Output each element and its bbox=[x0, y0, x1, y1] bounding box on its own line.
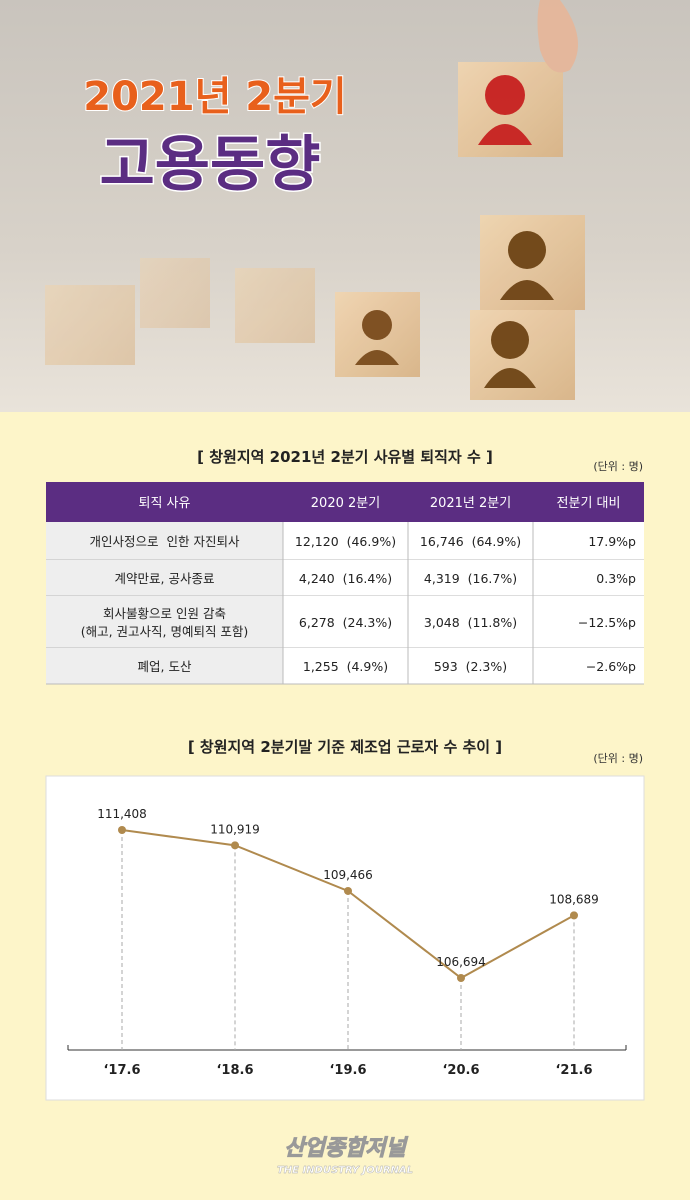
point bbox=[344, 886, 352, 895]
x-tick-label: ‘18.6 bbox=[216, 1063, 253, 1078]
table-cell: 1,255 (4.9%) bbox=[303, 659, 388, 674]
point bbox=[457, 974, 465, 982]
logo: 산업종합저널 bbox=[284, 1136, 408, 1161]
row-bg bbox=[283, 522, 644, 560]
table-cell: 회사불황으로 인원 감축 (해고, 권고사직, 명예퇴직 포함) bbox=[81, 606, 249, 639]
header-row bbox=[46, 482, 644, 522]
row-label-bg bbox=[46, 522, 283, 560]
column-header: 2021년 2분기 bbox=[430, 496, 511, 511]
subtitle: 2021년 2분기 bbox=[83, 74, 347, 120]
point bbox=[570, 911, 578, 920]
table-cell: 개인사정으로 인한 자진퇴사 bbox=[90, 534, 240, 549]
table-cell: 17.9%p bbox=[588, 534, 636, 549]
x-tick-label: ‘19.6 bbox=[329, 1063, 366, 1078]
point bbox=[231, 841, 239, 850]
row-label-bg bbox=[46, 560, 283, 596]
row-bg bbox=[283, 648, 644, 684]
chart: 111,408 ‘17.6 110,919 ‘18.6 109,466 ‘19.6 106,… bbox=[67, 807, 627, 1078]
title: 고용동향 bbox=[100, 130, 321, 200]
column-header: 퇴직 사유 bbox=[139, 496, 191, 511]
value-label: 111,408 bbox=[97, 807, 147, 821]
chart-title: [ 창원지역 2분기말 기준 제조업 근로자 수 추이 ] bbox=[188, 738, 502, 756]
column-header: 2020 2분기 bbox=[311, 496, 380, 511]
x-tick-label: ‘21.6 bbox=[555, 1063, 592, 1078]
table-title: [ 창원지역 2021년 2분기 사유별 퇴직자 수 ] bbox=[197, 448, 493, 466]
point bbox=[118, 826, 126, 834]
row-label-bg bbox=[46, 648, 283, 684]
row-bg bbox=[283, 596, 644, 648]
row-label-bg bbox=[46, 596, 283, 648]
table-cell: 6,278 (24.3%) bbox=[299, 615, 392, 630]
table-cell: −12.5%p bbox=[578, 615, 636, 630]
value-label: 108,689 bbox=[549, 892, 599, 906]
table-cell: 593 (2.3%) bbox=[434, 659, 507, 674]
x-tick-label: ‘20.6 bbox=[442, 1063, 479, 1078]
table-cell: 계약만료, 공사종료 bbox=[115, 571, 215, 586]
chart-unit: (단위 : 명) bbox=[593, 752, 643, 765]
column-header: 전분기 대비 bbox=[557, 496, 621, 511]
table-cell: 4,319 (16.7%) bbox=[424, 571, 517, 586]
table-cell: −2.6%p bbox=[586, 659, 636, 674]
table-cell: 3,048 (11.8%) bbox=[424, 615, 517, 630]
table-cell: 0.3%p bbox=[596, 571, 636, 586]
table-cell: 12,120 (46.9%) bbox=[295, 534, 396, 549]
x-tick-label: ‘17.6 bbox=[103, 1063, 140, 1078]
chart-panel bbox=[45, 775, 645, 1101]
value-label: 110,919 bbox=[210, 822, 260, 836]
table-cell: 4,240 (16.4%) bbox=[299, 571, 392, 586]
value-label: 106,694 bbox=[436, 955, 486, 969]
table-cell: 16,746 (64.9%) bbox=[420, 534, 521, 549]
logo-sub: THE INDUSTRY JOURNAL bbox=[277, 1165, 413, 1176]
blocks bbox=[45, 0, 585, 400]
table-cell: 폐업, 도산 bbox=[138, 659, 192, 674]
table-unit: (단위 : 명) bbox=[593, 460, 643, 473]
row-bg bbox=[283, 560, 644, 596]
value-label: 109,466 bbox=[323, 868, 373, 882]
